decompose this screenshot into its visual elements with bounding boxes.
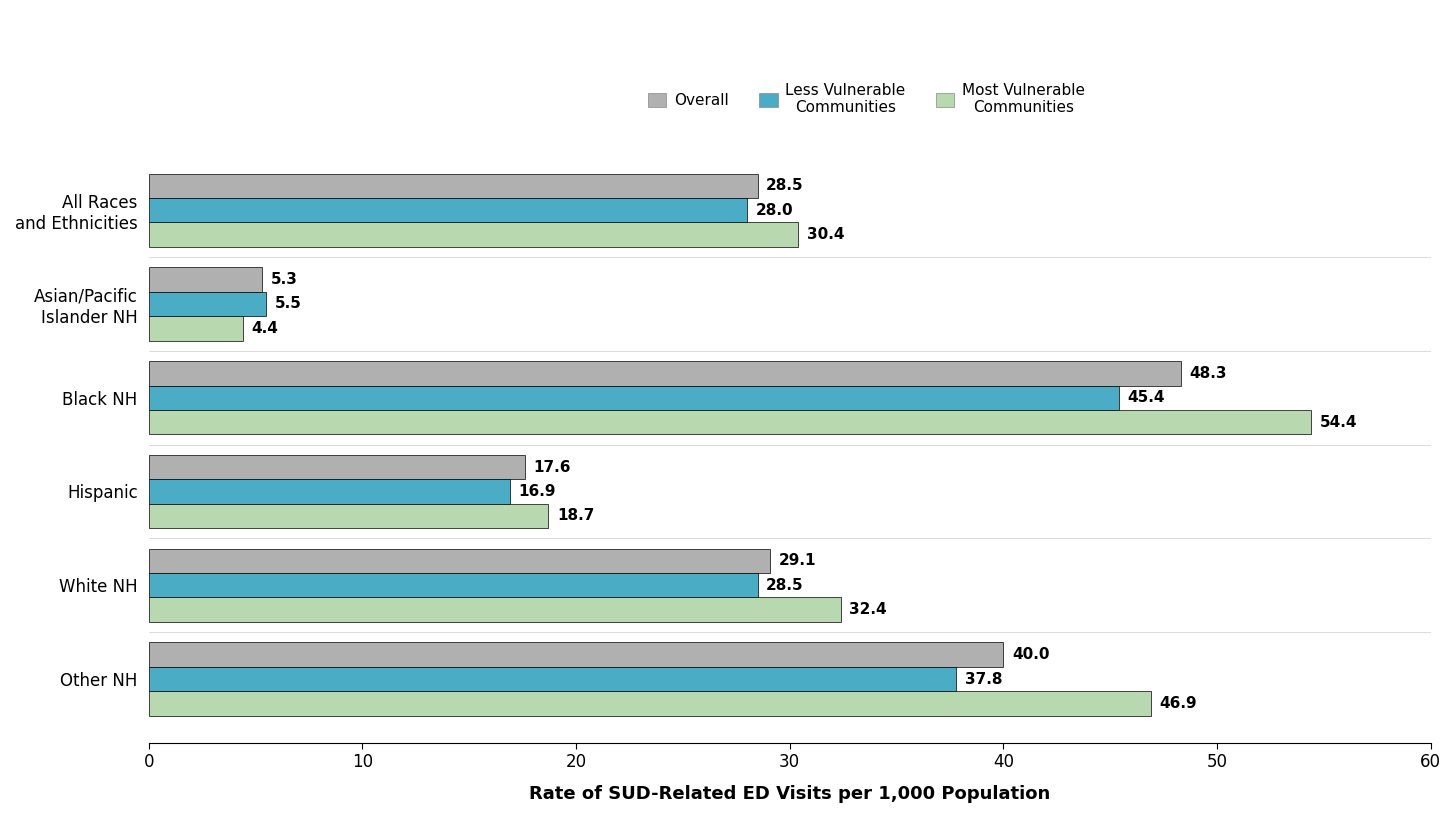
Bar — [149, 292, 266, 316]
Text: 4.4: 4.4 — [252, 321, 278, 336]
Text: 16.9: 16.9 — [518, 484, 556, 499]
Text: 18.7: 18.7 — [556, 508, 594, 524]
Bar — [149, 198, 747, 222]
Bar — [149, 222, 798, 247]
Bar — [149, 479, 510, 504]
Text: 32.4: 32.4 — [849, 602, 887, 617]
Bar — [149, 410, 1310, 434]
Text: 30.4: 30.4 — [807, 227, 844, 242]
X-axis label: Rate of SUD-Related ED Visits per 1,000 Population: Rate of SUD-Related ED Visits per 1,000 … — [529, 785, 1050, 803]
Text: 28.0: 28.0 — [756, 203, 794, 218]
Text: 45.4: 45.4 — [1127, 390, 1165, 405]
Text: 28.5: 28.5 — [766, 178, 804, 193]
Bar — [149, 504, 549, 528]
Text: 17.6: 17.6 — [533, 460, 571, 474]
Text: 48.3: 48.3 — [1190, 366, 1226, 381]
Bar — [149, 597, 842, 622]
Bar — [149, 267, 262, 292]
Text: 5.3: 5.3 — [271, 272, 297, 287]
Legend: Overall, Less Vulnerable
Communities, Most Vulnerable
Communities: Overall, Less Vulnerable Communities, Mo… — [642, 77, 1091, 121]
Text: 29.1: 29.1 — [779, 553, 817, 569]
Text: 28.5: 28.5 — [766, 578, 804, 593]
Text: 40.0: 40.0 — [1012, 647, 1050, 662]
Bar — [149, 642, 1003, 667]
Text: 46.9: 46.9 — [1159, 696, 1197, 711]
Bar — [149, 385, 1118, 410]
Bar — [149, 573, 757, 597]
Bar — [149, 316, 243, 340]
Bar — [149, 667, 957, 691]
Bar — [149, 549, 770, 573]
Bar — [149, 173, 757, 198]
Bar — [149, 455, 524, 479]
Text: 5.5: 5.5 — [275, 296, 301, 312]
Text: 54.4: 54.4 — [1319, 415, 1357, 429]
Bar — [149, 691, 1150, 716]
Bar — [149, 361, 1181, 385]
Text: 37.8: 37.8 — [965, 672, 1002, 686]
